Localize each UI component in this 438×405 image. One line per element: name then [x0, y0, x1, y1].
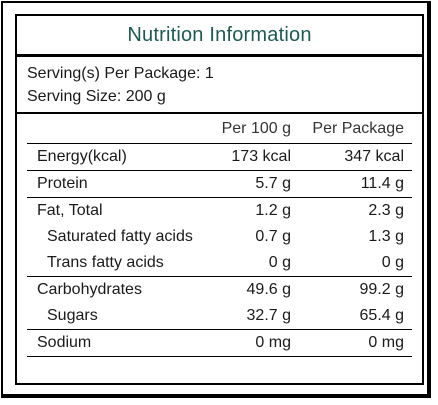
- value-per-100g: 5.7 g: [255, 175, 291, 192]
- row-divider: [27, 170, 412, 171]
- value-per-package: 99.2 g: [359, 281, 404, 298]
- serving-size: Serving Size: 200 g: [27, 88, 166, 105]
- table-row-energy: Energy(kcal) 173 kcal 347 kcal: [17, 144, 422, 170]
- table-row-sugars: Sugars 32.7 g 65.4 g: [17, 303, 422, 329]
- value-per-100g: 49.6 g: [246, 281, 291, 298]
- nutrient-name: Fat, Total: [37, 202, 103, 219]
- label-title: Nutrition Information: [127, 23, 312, 46]
- value-per-package: 65.4 g: [359, 307, 404, 324]
- row-divider: [27, 197, 412, 198]
- value-per-100g: 0.7 g: [255, 228, 291, 245]
- column-header-per-package: Per Package: [312, 120, 404, 137]
- value-per-100g: 173 kcal: [231, 148, 291, 165]
- nutrient-name: Saturated fatty acids: [47, 228, 193, 245]
- nutrient-name: Energy(kcal): [37, 148, 127, 165]
- nutrient-name: Sugars: [47, 307, 98, 324]
- value-per-100g: 1.2 g: [255, 202, 291, 219]
- table-row-protein: Protein 5.7 g 11.4 g: [17, 171, 422, 197]
- servings-per-package: Serving(s) Per Package: 1: [27, 65, 214, 82]
- value-per-package: 347 kcal: [344, 148, 404, 165]
- nutrition-label-frame: [1, 1, 431, 398]
- table-row-carbohydrates: Carbohydrates 49.6 g 99.2 g: [17, 277, 422, 303]
- title-box: Nutrition Information: [15, 14, 424, 56]
- nutrient-name: Trans fatty acids: [47, 254, 164, 271]
- row-divider: [27, 276, 412, 277]
- value-per-package: 0 g: [381, 254, 404, 271]
- serving-divider: [17, 112, 422, 114]
- value-per-package: 2.3 g: [368, 202, 404, 219]
- column-header-per-100g: Per 100 g: [221, 120, 291, 137]
- value-per-package: 1.3 g: [368, 228, 404, 245]
- table-row-fat-total: Fat, Total 1.2 g 2.3 g: [17, 198, 422, 224]
- value-per-100g: 0 g: [268, 254, 291, 271]
- value-per-100g: 32.7 g: [246, 307, 291, 324]
- table-bottom-divider: [27, 356, 412, 357]
- header-divider: [27, 143, 412, 144]
- nutrient-name: Sodium: [37, 334, 92, 351]
- value-per-100g: 0 mg: [255, 334, 291, 351]
- table-row-trans-fat: Trans fatty acids 0 g 0 g: [17, 250, 422, 276]
- table-row-sodium: Sodium 0 mg 0 mg: [17, 330, 422, 356]
- row-divider: [27, 329, 412, 330]
- nutrient-name: Carbohydrates: [37, 281, 142, 298]
- table-row-saturated-fat: Saturated fatty acids 0.7 g 1.3 g: [17, 224, 422, 250]
- nutrition-panel: Serving(s) Per Package: 1 Serving Size: …: [15, 55, 424, 385]
- nutrient-name: Protein: [37, 175, 88, 192]
- value-per-package: 0 mg: [368, 334, 404, 351]
- value-per-package: 11.4 g: [360, 175, 404, 192]
